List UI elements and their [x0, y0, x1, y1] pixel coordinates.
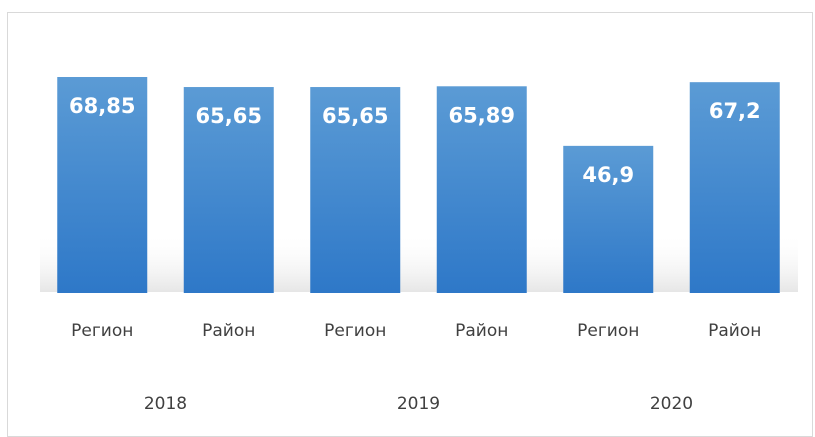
bar	[689, 82, 780, 293]
shadow	[40, 232, 798, 292]
group-label: 2018	[144, 394, 187, 414]
x-tick-label: Район	[202, 321, 255, 341]
x-tick-label: Регион	[71, 321, 133, 341]
group-label: 2019	[397, 394, 440, 414]
x-tick-label: Район	[455, 321, 508, 341]
bar	[57, 77, 148, 293]
x-tick-label: Район	[708, 321, 761, 341]
data-label: 46,9	[582, 163, 634, 187]
data-label: 65,89	[449, 103, 515, 127]
data-label: 65,65	[322, 104, 388, 128]
data-label: 68,85	[69, 94, 135, 118]
group-label: 2020	[650, 394, 693, 414]
data-label: 65,65	[196, 104, 262, 128]
bar	[436, 86, 527, 293]
x-tick-label: Регион	[324, 321, 386, 341]
x-tick-label: Регион	[577, 321, 639, 341]
bar	[563, 145, 654, 293]
data-label: 67,2	[709, 99, 761, 123]
bar	[183, 87, 274, 293]
bar	[310, 87, 401, 293]
